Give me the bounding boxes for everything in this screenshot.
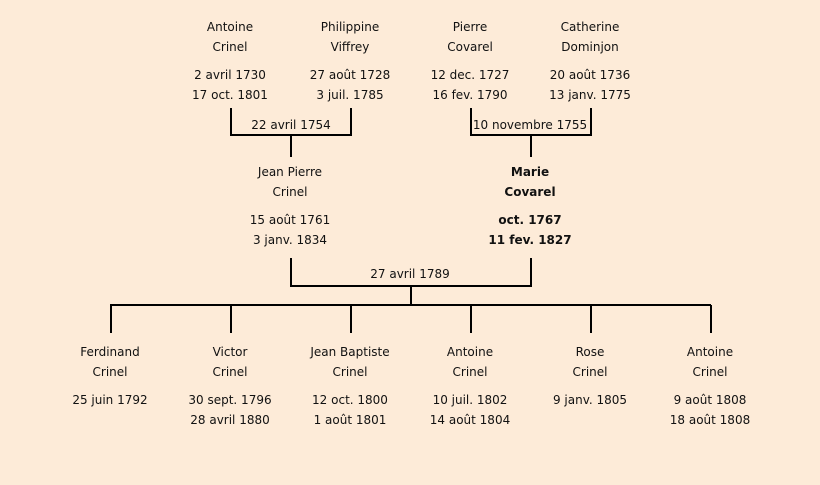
person-card: Antoine Crinel 9 août 1808 18 août 1808: [645, 342, 775, 430]
person-card: Philippine Viffrey 27 août 1728 3 juil. …: [285, 17, 415, 105]
birth-date: 15 août 1761: [249, 213, 331, 227]
first-name: Marie: [510, 165, 550, 179]
last-name: Crinel: [212, 40, 248, 54]
death-date: 11 fev. 1827: [488, 233, 572, 247]
last-name: Crinel: [272, 185, 308, 199]
birth-date: 27 août 1728: [309, 68, 391, 82]
marriage-connector-3: [290, 258, 532, 305]
person-card: Antoine Crinel 2 avril 1730 17 oct. 1801: [165, 17, 295, 105]
birth-date: 12 dec. 1727: [430, 68, 510, 82]
person-card: Catherine Dominjon 20 août 1736 13 janv.…: [525, 17, 655, 105]
last-name: Covarel: [504, 185, 556, 199]
death-date: 17 oct. 1801: [192, 88, 268, 102]
last-name: Crinel: [332, 365, 368, 379]
last-name: Dominjon: [561, 40, 619, 54]
marriage-date: 10 novembre 1755: [472, 118, 588, 132]
last-name: Crinel: [212, 365, 248, 379]
death-date: 16 fev. 1790: [432, 88, 508, 102]
person-card: Rose Crinel 9 janv. 1805: [525, 342, 655, 410]
first-name: Victor: [212, 345, 248, 359]
death-date: 14 août 1804: [429, 413, 511, 427]
first-name: Antoine: [686, 345, 734, 359]
first-name: Jean Baptiste: [310, 345, 390, 359]
marriage-connector-1: [230, 108, 352, 157]
birth-date: 30 sept. 1796: [188, 393, 272, 407]
first-name: Catherine: [560, 20, 620, 34]
last-name: Crinel: [452, 365, 488, 379]
last-name: Crinel: [692, 365, 728, 379]
first-name: Jean Pierre: [257, 165, 323, 179]
birth-date: oct. 1767: [498, 213, 562, 227]
person-card: Pierre Covarel 12 dec. 1727 16 fev. 1790: [405, 17, 535, 105]
death-date: 28 avril 1880: [190, 413, 270, 427]
marriage-date: 27 avril 1789: [370, 267, 450, 281]
death-date: 1 août 1801: [313, 413, 387, 427]
first-name: Pierre: [452, 20, 488, 34]
last-name: Crinel: [92, 365, 128, 379]
death-date: 3 janv. 1834: [252, 233, 328, 247]
person-card: Ferdinand Crinel 25 juin 1792: [45, 342, 175, 410]
last-name: Crinel: [572, 365, 608, 379]
children-connector: [110, 304, 712, 333]
marriage-date: 22 avril 1754: [251, 118, 331, 132]
first-name: Ferdinand: [80, 345, 140, 359]
first-name: Philippine: [320, 20, 380, 34]
death-date: 18 août 1808: [669, 413, 751, 427]
first-name: Antoine: [446, 345, 494, 359]
birth-date: 2 avril 1730: [194, 68, 266, 82]
first-name: Antoine: [206, 20, 254, 34]
death-date: 13 janv. 1775: [549, 88, 631, 102]
birth-date: 20 août 1736: [549, 68, 631, 82]
birth-date: 9 janv. 1805: [552, 393, 628, 407]
person-card: Jean Pierre Crinel 15 août 1761 3 janv. …: [225, 162, 355, 250]
marriage-connector-2: [470, 108, 592, 157]
last-name: Viffrey: [330, 40, 370, 54]
person-card: Jean Baptiste Crinel 12 oct. 1800 1 août…: [285, 342, 415, 430]
person-card: Marie Covarel oct. 1767 11 fev. 1827: [465, 162, 595, 250]
person-card: Antoine Crinel 10 juil. 1802 14 août 180…: [405, 342, 535, 430]
birth-date: 9 août 1808: [673, 393, 747, 407]
person-card: Victor Crinel 30 sept. 1796 28 avril 188…: [165, 342, 295, 430]
last-name: Covarel: [447, 40, 493, 54]
birth-date: 12 oct. 1800: [312, 393, 388, 407]
birth-date: 25 juin 1792: [72, 393, 148, 407]
birth-date: 10 juil. 1802: [432, 393, 508, 407]
death-date: 3 juil. 1785: [316, 88, 384, 102]
first-name: Rose: [575, 345, 605, 359]
